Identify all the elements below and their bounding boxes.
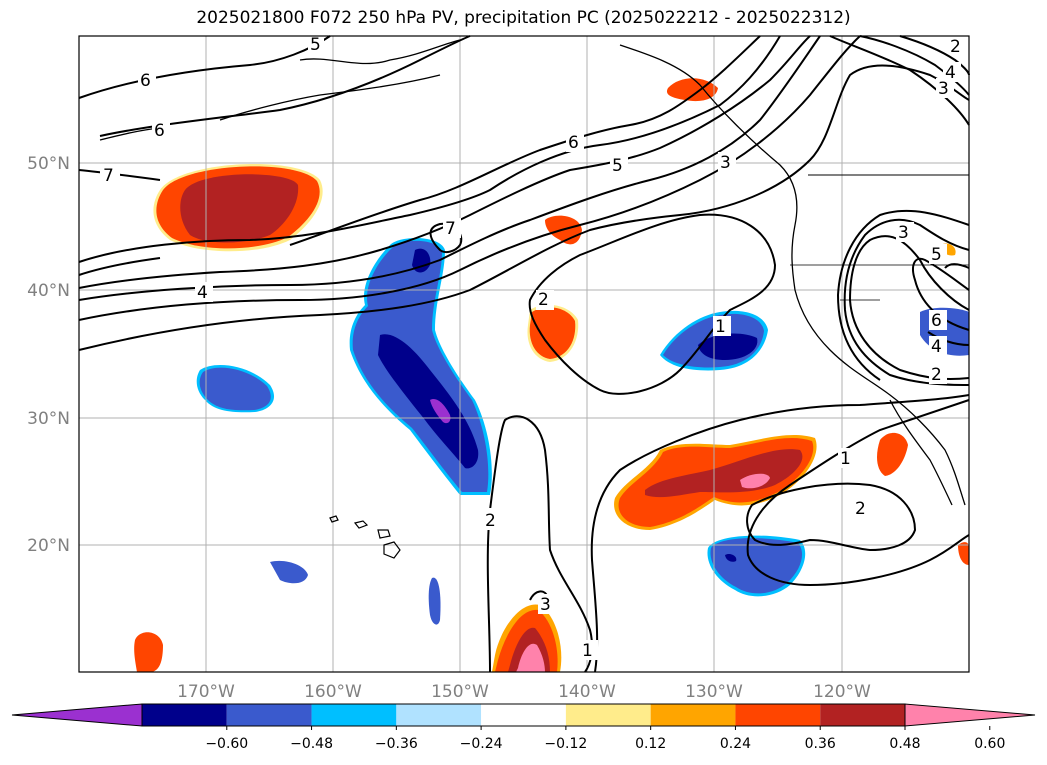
colorbar-tick-label: −0.24 xyxy=(460,736,503,752)
pv-label: 5 xyxy=(931,245,942,265)
pv-label: 2 xyxy=(485,511,496,531)
pv-label: 3 xyxy=(938,79,949,99)
pv-label: 7 xyxy=(445,219,456,239)
pv-label: 7 xyxy=(103,166,114,186)
colorbar-tick-label: 0.36 xyxy=(805,736,836,752)
colorbar-tick-label: 0.48 xyxy=(889,736,920,752)
pv-label: 2 xyxy=(931,365,942,385)
colorbar-segment xyxy=(226,704,312,726)
pv-label: 2 xyxy=(950,37,961,57)
coastlines xyxy=(99,39,969,559)
map-frame xyxy=(78,35,970,673)
pv-label: 4 xyxy=(945,63,956,83)
colorbar-segment xyxy=(565,704,651,726)
colorbar-tick-label: 0.12 xyxy=(635,736,666,752)
pv-label: 2 xyxy=(538,290,549,310)
pv-label: 2 xyxy=(855,499,866,519)
precip-fields xyxy=(134,78,969,672)
pv-label: 4 xyxy=(931,337,942,357)
pv-label: 1 xyxy=(840,449,851,469)
pv-label: 6 xyxy=(931,311,942,331)
lon-label: 150°W xyxy=(431,682,489,702)
colorbar-tick-label: −0.12 xyxy=(544,736,587,752)
colorbar-segment xyxy=(396,704,482,726)
colorbar-segment xyxy=(142,704,227,726)
lat-label: 50°N xyxy=(27,154,70,174)
pv-label: 1 xyxy=(582,641,593,661)
colorbar-tick-label: 0.24 xyxy=(720,736,751,752)
pv-label: 5 xyxy=(612,156,623,176)
pv-label: 3 xyxy=(720,153,731,173)
colorbar-frame xyxy=(141,703,906,727)
colorbar-segment xyxy=(735,704,821,726)
colorbar-tick-label: −0.60 xyxy=(205,736,248,752)
colorbar-segment xyxy=(650,704,736,726)
lon-label: 170°W xyxy=(177,682,235,702)
colorbar-tick-label: −0.48 xyxy=(290,736,333,752)
pv-label: 6 xyxy=(140,71,151,91)
pv-label: 4 xyxy=(197,283,208,303)
pv-label: 3 xyxy=(540,595,551,615)
colorbar-segment xyxy=(820,704,905,726)
lon-label: 130°W xyxy=(685,682,743,702)
colorbar-extend-low xyxy=(11,703,143,727)
pv-contour-labels: 7 6 6 5 6 5 3 4 3 2 7 4 2 1 2 1 2 1 3 3 … xyxy=(100,35,961,661)
pv-label: 6 xyxy=(568,133,579,153)
colorbar-tick-label: 0.60 xyxy=(974,736,1005,752)
colorbar-tick-label: −0.36 xyxy=(375,736,418,752)
pv-contours xyxy=(78,35,970,673)
lat-label: 30°N xyxy=(27,409,70,429)
lon-label: 160°W xyxy=(304,682,362,702)
pv-label: 3 xyxy=(898,223,909,243)
colorbar: −0.60 −0.48 −0.36 −0.24 −0.12 0.12 0.24 0.36 0.4… xyxy=(11,703,1036,752)
baja-coast xyxy=(889,399,953,506)
north-america-coast xyxy=(619,44,966,506)
lon-label: 120°W xyxy=(813,682,871,702)
pv-label: 5 xyxy=(310,35,321,55)
map-title: 2025021800 F072 250 hPa PV, precipitatio… xyxy=(196,8,851,28)
lat-label: 40°N xyxy=(27,281,70,301)
lat-label: 20°N xyxy=(27,536,70,556)
pv-label: 1 xyxy=(715,317,726,337)
map-panel: 7 6 6 5 6 5 3 4 3 2 7 4 2 1 2 1 2 1 3 3 … xyxy=(78,35,970,673)
colorbar-extend-high xyxy=(904,703,1036,727)
axis-labels: 170°W 160°W 150°W 140°W 130°W 120°W 50°N… xyxy=(27,154,871,702)
pv-label: 6 xyxy=(154,121,165,141)
colorbar-segment xyxy=(481,704,566,726)
lon-label: 140°W xyxy=(558,682,616,702)
hawaii-islands xyxy=(329,515,401,559)
colorbar-segment xyxy=(311,704,397,726)
